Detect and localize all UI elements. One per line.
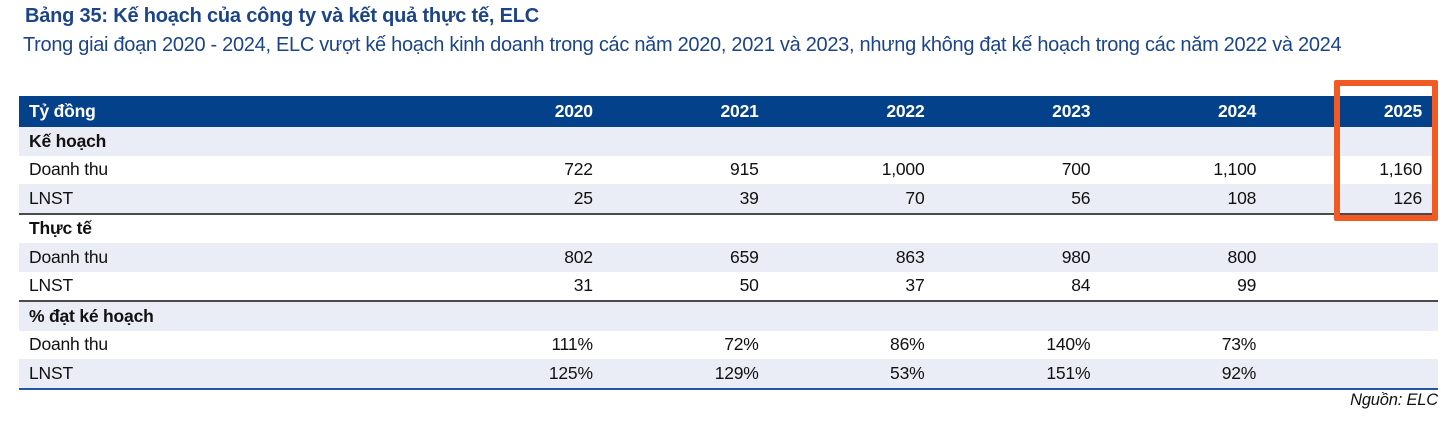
source-note: Nguồn: ELC: [1350, 391, 1438, 409]
cell-value: [1272, 359, 1438, 390]
cell-value: 92%: [1106, 359, 1273, 390]
cell-value: 56: [940, 184, 1107, 215]
cell-value: 863: [774, 243, 941, 272]
cell-value: 915: [730, 159, 759, 180]
cell-value: 73%: [1221, 334, 1257, 355]
unit-header-cell: Tỷ đồng: [19, 96, 443, 127]
section-row: Thực tế: [19, 214, 1438, 244]
cell-value: 129%: [608, 359, 775, 390]
table-row: LNST 125% 129% 53% 151% 92%: [19, 359, 1438, 390]
row-label: LNST: [19, 359, 443, 390]
table-body: Kế hoạch Doanh thu 722 915 1,000 700 1,100 1,16…: [19, 127, 1438, 390]
row-label: Doanh thu: [19, 243, 443, 272]
year-header-2023: 2023: [940, 96, 1107, 127]
cell-value: 37: [774, 271, 941, 302]
year-header-2025: 2025: [1272, 96, 1438, 127]
table-row: LNST 31 50 37 84 99: [19, 271, 1438, 302]
table-row: LNST 25 39 70 56 108 126: [19, 184, 1438, 215]
cell-value: 86%: [890, 334, 925, 355]
cell-value: 722: [564, 159, 593, 180]
cell-value: 1,000: [881, 159, 925, 180]
section-label: Thực tế: [29, 218, 92, 239]
table-row: Doanh thu 111% 72% 86% 140% 73%: [19, 331, 1438, 360]
section-label: Kế hoạch: [19, 127, 1438, 156]
table-row: Doanh thu 802 659 863 980 800: [19, 243, 1438, 272]
cell-value: 125%: [443, 359, 609, 390]
cell-value: 84: [940, 271, 1107, 302]
cell-value: 70: [774, 184, 941, 215]
cell-value: 111%: [551, 334, 593, 355]
section-label: % đạt ké hoạch: [19, 301, 1438, 331]
year-header-2022: 2022: [774, 96, 941, 127]
cell-value: 800: [1106, 243, 1273, 272]
cell-value: [1272, 331, 1438, 360]
table-row: Doanh thu 722 915 1,000 700 1,100 1,160: [19, 156, 1438, 185]
cell-value: 99: [1106, 271, 1273, 302]
year-header-2020: 2020: [443, 96, 609, 127]
cell-value: 1,160: [1379, 159, 1422, 180]
row-label: LNST: [19, 184, 443, 215]
cell-value: 980: [940, 243, 1107, 272]
cell-value: 126: [1272, 184, 1438, 215]
cell-value: 50: [608, 271, 775, 302]
cell-value: [1272, 271, 1438, 302]
cell-value: 151%: [940, 359, 1107, 390]
section-row: % đạt ké hoạch: [19, 301, 1438, 331]
cell-value: 39: [608, 184, 775, 215]
cell-value: 53%: [774, 359, 941, 390]
cell-value: 108: [1106, 184, 1273, 215]
cell-value: 1,100: [1213, 159, 1257, 180]
cell-value: 700: [1061, 159, 1091, 180]
cell-value: 659: [608, 243, 775, 272]
year-header-2024: 2024: [1106, 96, 1273, 127]
year-header-2021: 2021: [608, 96, 775, 127]
plan-vs-actual-table: Tỷ đồng 2020 2021 2022 2023 2024 2025 Kế…: [19, 96, 1438, 390]
cell-value: 72%: [724, 334, 759, 355]
section-row: Kế hoạch: [19, 127, 1438, 156]
row-label: Doanh thu: [29, 334, 108, 355]
row-label: LNST: [19, 271, 443, 302]
cell-value: 802: [443, 243, 609, 272]
cell-value: 140%: [1046, 334, 1091, 355]
table-title: Bảng 35: Kế hoạch của công ty và kết quả…: [25, 5, 539, 27]
cell-value: 31: [443, 271, 609, 302]
cell-value: [1272, 243, 1438, 272]
table-subtitle: Trong giai đoạn 2020 - 2024, ELC vượt kế…: [23, 34, 1342, 56]
row-label: Doanh thu: [29, 159, 108, 180]
cell-value: 25: [443, 184, 609, 215]
table-header-row: Tỷ đồng 2020 2021 2022 2023 2024 2025: [19, 96, 1438, 127]
